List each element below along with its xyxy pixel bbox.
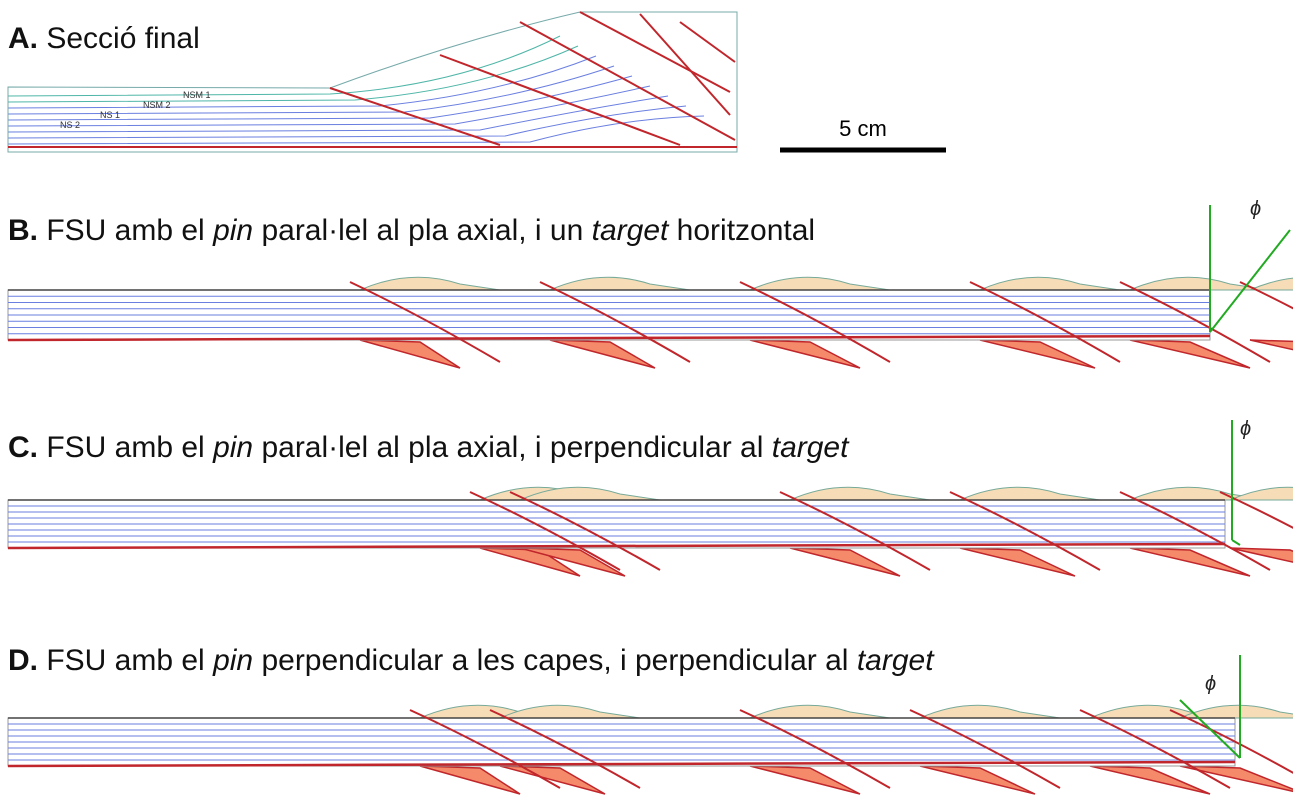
title-part: target: [592, 214, 670, 247]
uplift: [960, 487, 1100, 500]
title-part: perpendicular a les capes, i perpendicul…: [253, 644, 857, 677]
wedge: [360, 340, 460, 368]
figure: 5 cm A. Secció final B. FSU amb el pin pa…: [0, 0, 1293, 796]
title-part: target: [857, 644, 935, 677]
uplift: [980, 277, 1120, 290]
panel-title: C. FSU amb el pin paral·lel al pla axial…: [8, 431, 850, 464]
uplift: [750, 705, 890, 718]
wedge: [1130, 548, 1250, 576]
layer-label: NSM 2: [143, 100, 171, 110]
fault: [640, 14, 730, 115]
wedge: [420, 766, 520, 794]
angle-label: ϕ: [1240, 418, 1251, 440]
title-part: FSU amb el: [38, 644, 213, 677]
uplift: [750, 277, 890, 290]
wedge: [960, 548, 1075, 576]
layer-label: NS 2: [60, 120, 80, 130]
title-part: paral·lel al pla axial, i perpendicular …: [253, 431, 772, 464]
fault: [580, 12, 730, 92]
panel-label: B.: [8, 214, 38, 247]
layer-line: [8, 116, 704, 144]
title-part: paral·lel al pla axial, i un: [253, 214, 592, 247]
title-part: FSU amb el: [38, 214, 213, 247]
wedge: [920, 766, 1035, 794]
angle-label: ϕ: [1205, 673, 1216, 695]
title-part: pin: [212, 214, 253, 247]
wedge: [980, 340, 1095, 368]
fault: [680, 22, 735, 62]
title-part: horitzontal: [668, 214, 815, 247]
panel-title: B. FSU amb el pin paral·lel al pla axial…: [8, 214, 815, 247]
title-part: pin: [212, 431, 253, 464]
panel-title: D. FSU amb el pin perpendicular a les ca…: [8, 644, 935, 677]
uplift: [550, 277, 690, 290]
wedge: [790, 548, 900, 576]
layer-label: NSM 1: [183, 90, 211, 100]
uplift: [1250, 277, 1293, 290]
panel-label: D.: [8, 644, 38, 677]
uplift: [1230, 487, 1293, 500]
wedge: [1130, 340, 1250, 368]
panel-title: A. Secció final: [8, 22, 200, 55]
wedge: [750, 766, 860, 794]
uplift: [360, 277, 500, 290]
wedge: [750, 340, 860, 368]
title-part: pin: [212, 644, 253, 677]
title-part: target: [772, 431, 850, 464]
panel-label: A.: [8, 22, 38, 55]
uplift: [920, 705, 1060, 718]
wedge: [500, 766, 605, 794]
angle-pin: [1232, 540, 1240, 545]
panel-label: C.: [8, 431, 38, 464]
wedge: [550, 340, 655, 368]
title-part: Secció final: [38, 22, 200, 55]
uplift: [790, 487, 930, 500]
uplift: [500, 705, 640, 718]
wedge: [1090, 766, 1210, 794]
scale-label: 5 cm: [839, 116, 887, 141]
angle-label: ϕ: [1250, 198, 1261, 220]
title-part: FSU amb el: [38, 431, 213, 464]
layer-label: NS 1: [100, 110, 120, 120]
